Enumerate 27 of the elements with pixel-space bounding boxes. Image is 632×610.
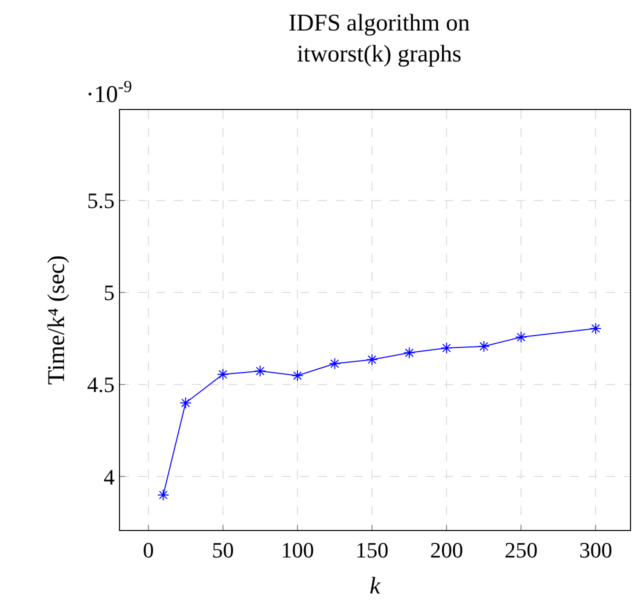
point — [216, 368, 229, 380]
point — [515, 331, 528, 344]
x-tick-label: 0 — [142, 537, 154, 562]
x-tick-label: 150 — [356, 537, 389, 562]
y-tick-label: 5.5 — [87, 188, 115, 213]
point — [590, 322, 602, 334]
point — [254, 365, 266, 377]
text: ·10$^{-9}$ — [86, 77, 132, 108]
y-tick-label: 4 — [104, 464, 115, 490]
x-tick-label: 50 — [212, 537, 234, 562]
point — [180, 396, 192, 409]
y-tick-label: 5 — [104, 280, 115, 306]
y-axis-title: Time/k⁴ (sec) — [44, 255, 70, 385]
x-tick-label: 100 — [280, 537, 314, 562]
x-tick-label: 200 — [430, 537, 464, 562]
chart-title: IDFS algorithm on itworst(k) graphs — [288, 10, 470, 68]
point — [440, 342, 452, 354]
y-tick-label: 4.5 — [87, 372, 115, 398]
point — [292, 370, 304, 382]
x-tick-label: 250 — [504, 537, 538, 562]
point — [328, 358, 341, 370]
point — [157, 489, 170, 501]
point — [403, 346, 416, 359]
x-tick-label: 300 — [579, 537, 612, 562]
point — [366, 354, 378, 366]
point — [478, 340, 490, 352]
x-axis-title: k — [370, 574, 381, 600]
